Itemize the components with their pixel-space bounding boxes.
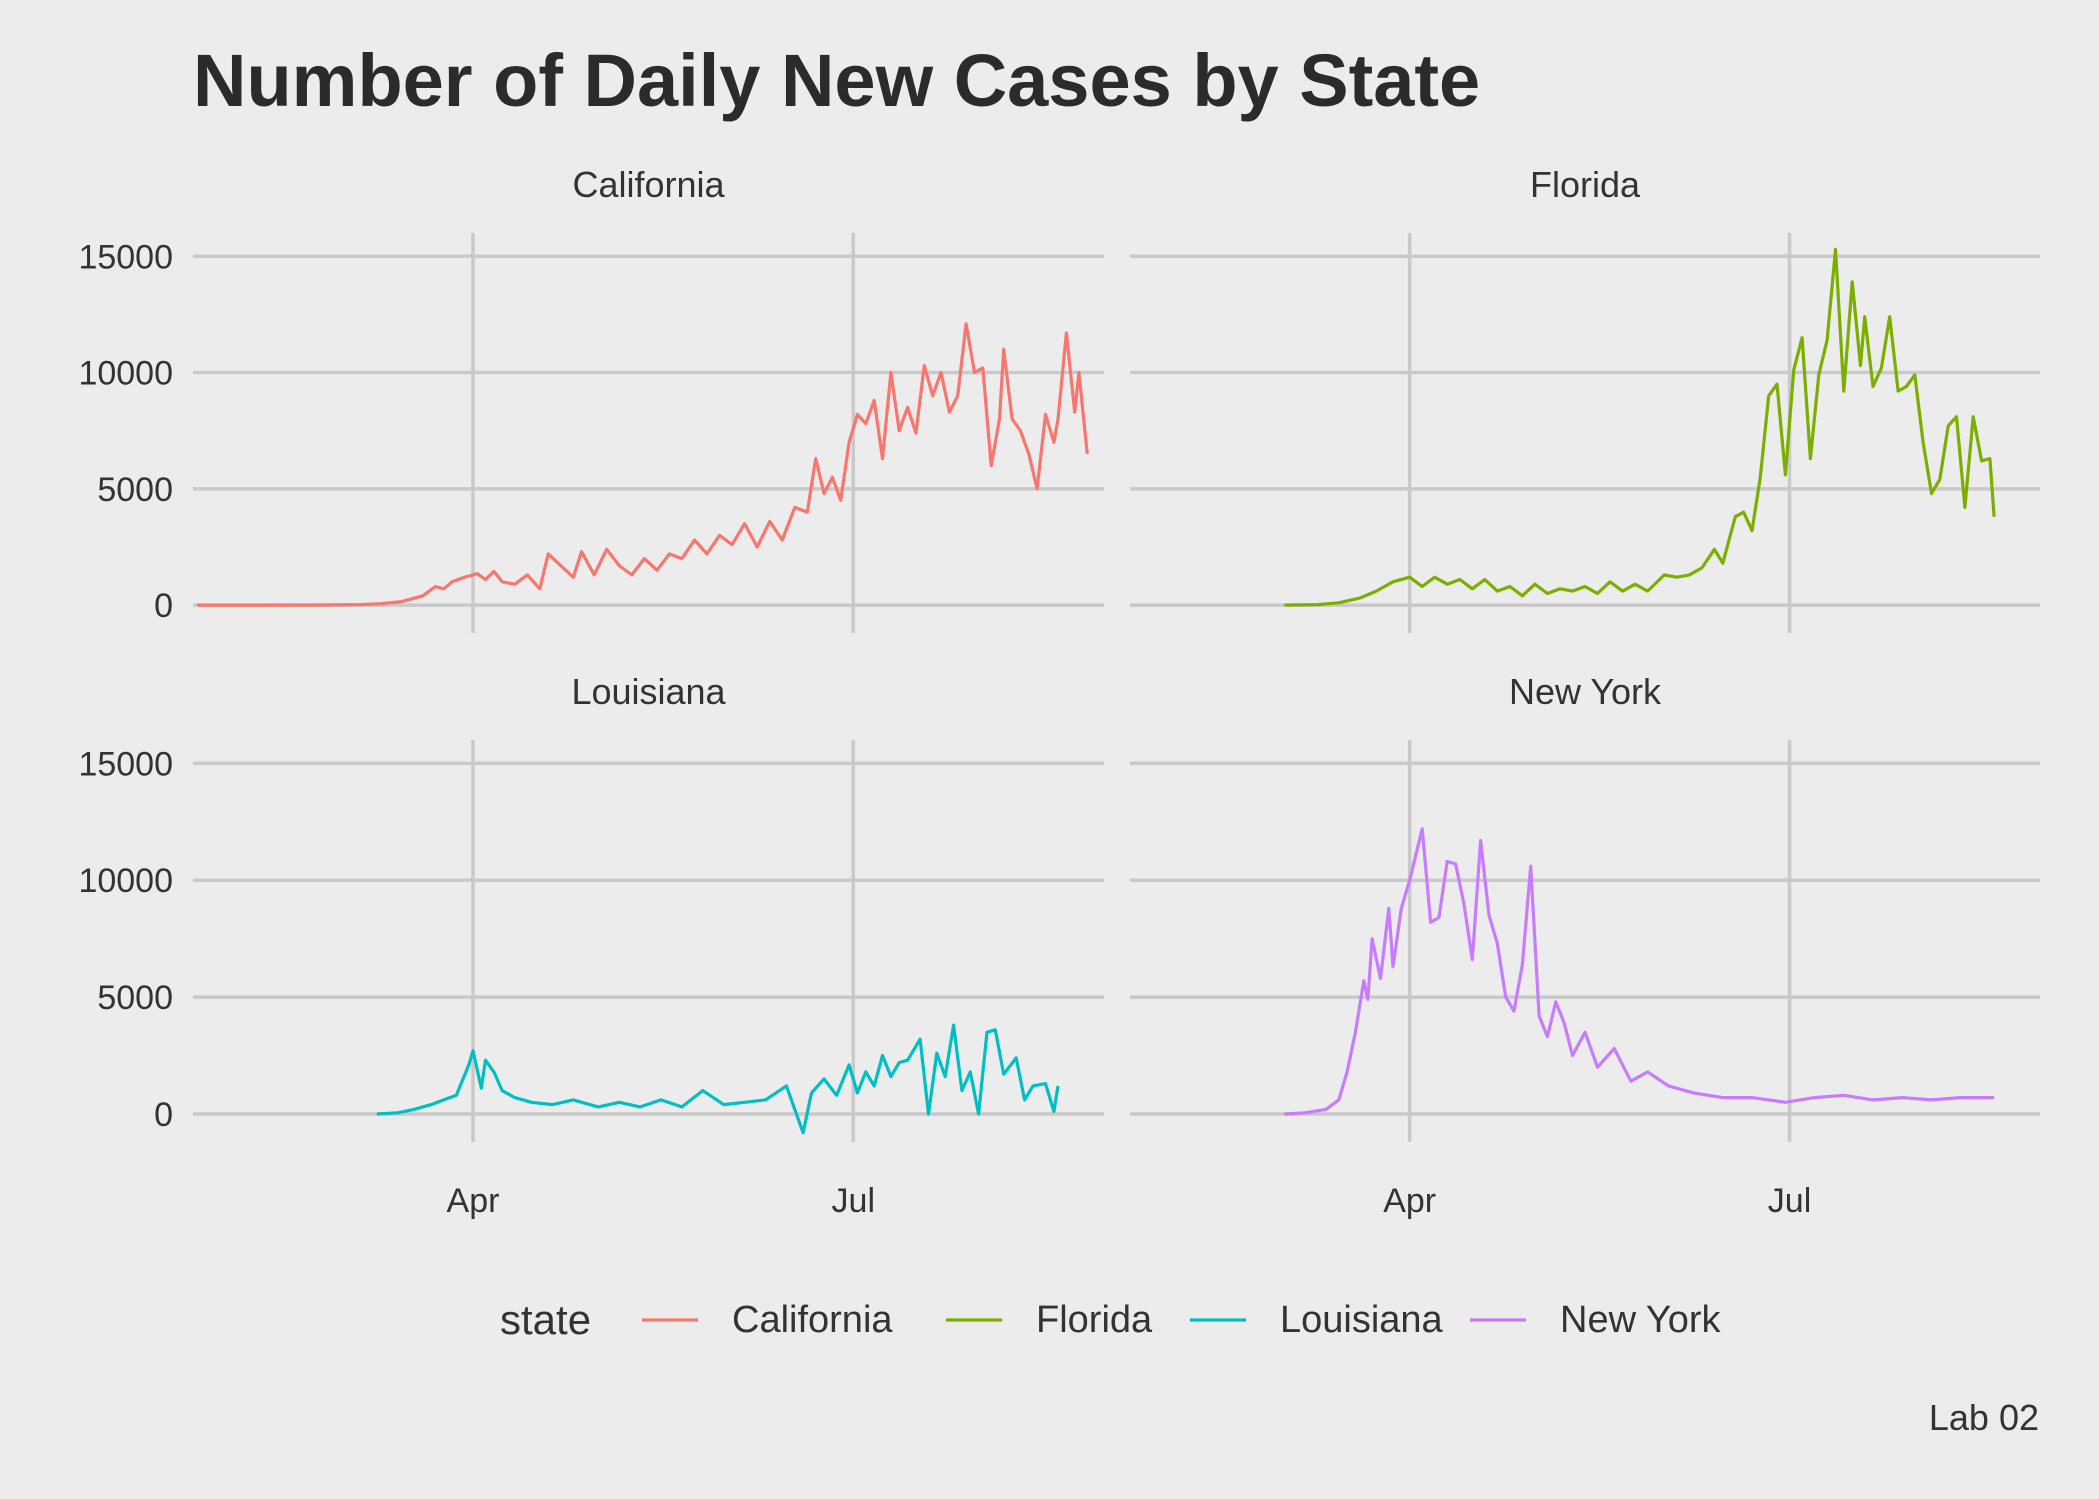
chart-title: Number of Daily New Cases by State	[193, 39, 1481, 122]
legend-label: California	[732, 1299, 893, 1341]
legend-label: New York	[1560, 1299, 1722, 1341]
legend-label: Florida	[1036, 1299, 1153, 1341]
series-line-new-york	[1284, 827, 1995, 1116]
legend-title: state	[500, 1296, 591, 1343]
facet-strip-label: Florida	[1530, 164, 1641, 205]
facet-strip-label: New York	[1509, 671, 1662, 712]
facet-strip-label: California	[572, 164, 725, 205]
series-line-florida	[1284, 247, 1996, 607]
caption: Lab 02	[1928, 1397, 2039, 1438]
y-tick-label: 5000	[97, 979, 173, 1017]
facet-strip-label: Louisiana	[571, 671, 726, 712]
x-tick-label: Apr	[1383, 1182, 1436, 1220]
facet-panel: Louisiana 0 5000 10000 15000 Apr Jul	[78, 671, 1104, 1220]
legend-label: Louisiana	[1280, 1299, 1444, 1341]
series-line-louisiana	[376, 1023, 1060, 1135]
y-tick-label: 0	[154, 587, 173, 625]
y-tick-label: 10000	[78, 355, 173, 393]
y-tick-label: 0	[154, 1096, 173, 1134]
x-tick-label: Apr	[447, 1182, 500, 1220]
y-tick-label: 10000	[78, 862, 173, 900]
y-tick-label: 15000	[78, 745, 173, 783]
legend: state California Florida Louisiana New York	[500, 1296, 1722, 1343]
series-line-california	[197, 322, 1089, 607]
x-tick-label: Jul	[1768, 1182, 1811, 1220]
facet-panel: Florida	[1130, 164, 2040, 633]
x-tick-label: Jul	[832, 1182, 875, 1220]
y-tick-label: 15000	[78, 238, 173, 276]
facet-panel: New York Apr Jul	[1130, 671, 2040, 1220]
facet-panel: California 0 5000 10000 15000	[78, 164, 1104, 633]
y-tick-label: 5000	[97, 471, 173, 509]
